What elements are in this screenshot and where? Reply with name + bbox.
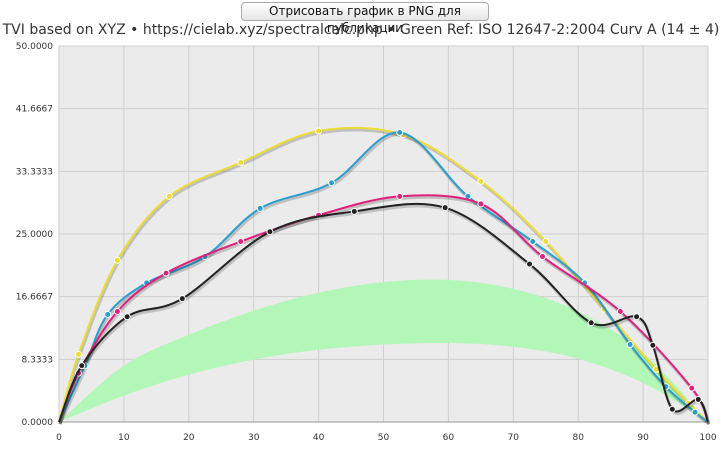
data-point [688, 384, 696, 392]
data-point [113, 307, 121, 315]
data-point [123, 313, 131, 321]
y-tick-label: 41.6667 [16, 105, 53, 115]
x-tick-label: 50 [378, 433, 390, 443]
x-tick-label: 80 [572, 433, 584, 443]
data-point [74, 350, 82, 358]
x-tick-label: 70 [508, 433, 520, 443]
data-point [256, 204, 264, 212]
data-point [350, 207, 358, 215]
data-point [78, 362, 86, 370]
y-tick-label: 16.6667 [16, 293, 53, 303]
data-point [691, 408, 699, 416]
x-tick-label: 20 [183, 433, 195, 443]
series-line [58, 202, 709, 423]
data-point [542, 238, 550, 246]
x-tick-label: 90 [637, 433, 649, 443]
data-point [441, 204, 449, 212]
y-tick-label: 8.3333 [22, 355, 54, 365]
data-point [237, 159, 245, 167]
y-tick-label: 50.0000 [16, 42, 53, 52]
data-point [633, 313, 641, 321]
data-point [165, 192, 173, 200]
data-point [477, 177, 485, 185]
data-point [649, 341, 657, 349]
data-point [529, 238, 537, 246]
data-point [526, 260, 534, 268]
data-point [328, 179, 336, 187]
chart-title: TVI based on XYZ • https://cielab.xyz/sp… [2, 22, 720, 38]
data-point [162, 269, 170, 277]
data-point [668, 405, 676, 413]
data-point [113, 256, 121, 264]
y-tick-label: 25.0000 [16, 230, 53, 240]
x-tick-label: 40 [313, 433, 325, 443]
data-point [266, 228, 274, 236]
data-point [587, 319, 595, 327]
data-point [178, 295, 186, 303]
y-tick-label: 0.0000 [22, 418, 54, 428]
x-tick-label: 30 [248, 433, 260, 443]
data-point [104, 310, 112, 318]
export-png-button[interactable]: Отрисовать график в PNG для публикации [241, 2, 489, 35]
data-point [539, 253, 547, 261]
data-point [694, 395, 702, 403]
y-tick-label: 33.3333 [16, 167, 53, 177]
x-tick-label: 60 [443, 433, 455, 443]
data-point [626, 341, 634, 349]
x-tick-label: 10 [118, 433, 130, 443]
data-point [477, 200, 485, 208]
data-point [616, 307, 624, 315]
data-point [396, 128, 404, 136]
data-point [237, 238, 245, 246]
data-point [315, 127, 323, 135]
reference-band [59, 279, 708, 422]
data-point [396, 192, 404, 200]
x-tick-label: 100 [699, 433, 716, 443]
x-tick-label: 0 [56, 433, 62, 443]
